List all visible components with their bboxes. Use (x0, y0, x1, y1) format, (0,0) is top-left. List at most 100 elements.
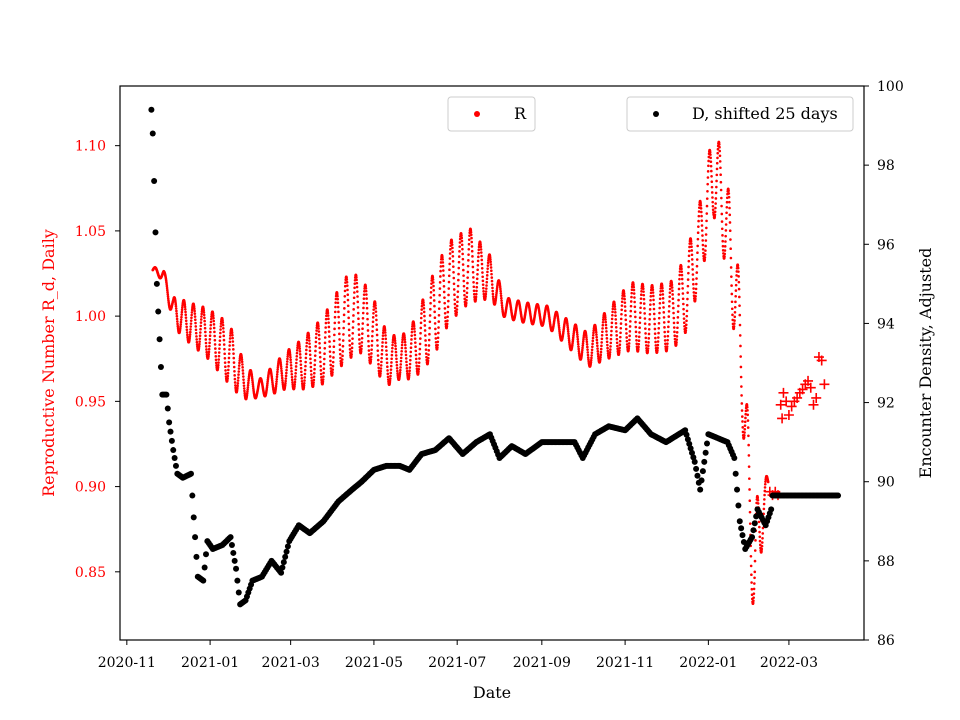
r-point (614, 318, 618, 321)
r-point (479, 248, 483, 251)
r-point (591, 334, 595, 337)
r-point (724, 240, 727, 243)
r-point (369, 355, 373, 359)
r-point (226, 377, 229, 380)
r-point (671, 289, 674, 293)
r-point (467, 238, 471, 241)
r-point (480, 258, 484, 262)
r-point (334, 301, 337, 304)
r-point (438, 300, 441, 304)
r-point (194, 321, 197, 325)
r-point (576, 342, 580, 346)
r-point (707, 159, 710, 163)
r-point (360, 347, 363, 351)
r-point (572, 334, 575, 338)
r-point (223, 361, 227, 364)
r-point (224, 369, 227, 372)
r-point (441, 261, 445, 264)
r-point (310, 373, 313, 376)
r-point (725, 200, 729, 204)
r-point (479, 245, 483, 249)
r-point (763, 482, 767, 486)
r-point (576, 340, 580, 343)
r-point (188, 335, 192, 339)
r-point (209, 320, 213, 324)
r-point (413, 330, 416, 333)
r-point (707, 164, 710, 168)
r-point (472, 276, 475, 279)
r-point (724, 223, 728, 226)
r-point (318, 337, 321, 341)
r-point (604, 323, 608, 327)
r-point (341, 350, 345, 353)
r-point (422, 303, 426, 307)
r-point (420, 308, 424, 311)
r-point (464, 301, 468, 305)
r-point (644, 344, 648, 347)
r-point (208, 334, 212, 338)
r-point (394, 354, 398, 357)
r-point (188, 337, 191, 340)
r-point (581, 346, 584, 350)
r-point (623, 305, 627, 308)
r-point (381, 344, 384, 348)
right-y-tick-label: 86 (877, 633, 895, 649)
r-point (456, 290, 460, 293)
r-point (238, 359, 241, 362)
r-point (601, 323, 605, 327)
r-point (414, 349, 418, 353)
r-point (346, 293, 350, 297)
r-point (470, 233, 473, 237)
r-point (639, 306, 642, 310)
r-point (331, 370, 334, 374)
r-point (500, 296, 503, 300)
r-point (247, 381, 250, 385)
r-point (241, 363, 244, 366)
r-point (614, 326, 618, 329)
r-point (653, 327, 657, 331)
r-point (475, 285, 479, 289)
r-point (672, 311, 675, 315)
r-point (750, 573, 753, 577)
r-point (338, 338, 341, 341)
r-point (224, 365, 227, 369)
r-point (711, 196, 714, 199)
r-point (165, 286, 169, 290)
r-point (694, 287, 698, 291)
r-point (386, 378, 390, 381)
r-point (274, 384, 278, 388)
r-point (338, 348, 342, 351)
r-point (668, 300, 671, 303)
r-point (649, 291, 653, 295)
r-point (237, 376, 240, 379)
r-point (653, 322, 656, 326)
r-point (471, 260, 474, 263)
r-point (733, 322, 736, 325)
r-point (628, 338, 631, 342)
r-point (585, 343, 589, 346)
r-point (703, 253, 707, 256)
r-point (391, 341, 395, 344)
r-point (490, 279, 494, 283)
r-point (369, 360, 373, 363)
r-point (499, 294, 503, 298)
r-point (499, 287, 502, 291)
r-point (705, 219, 708, 223)
r-point (243, 389, 246, 393)
r-point (725, 205, 729, 209)
r-point (488, 255, 492, 259)
r-point (753, 549, 757, 552)
r-point (657, 321, 661, 325)
r-point (391, 343, 394, 347)
r-point (242, 381, 246, 385)
r-point (609, 341, 613, 345)
r-point (614, 310, 617, 314)
d-point (704, 440, 711, 447)
r-point (351, 320, 355, 323)
r-point (751, 601, 755, 605)
r-point (360, 336, 364, 340)
r-point (500, 299, 503, 302)
r-point (758, 539, 762, 543)
r-point (606, 349, 610, 353)
r-point (753, 576, 756, 580)
